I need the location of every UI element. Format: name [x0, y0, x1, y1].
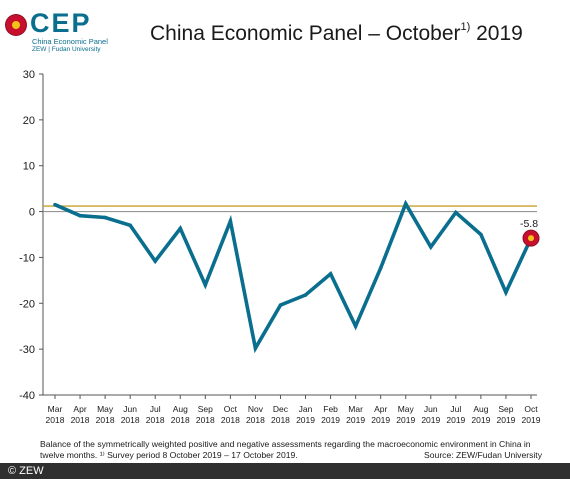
cep-logo-subtitle: China Economic Panel — [32, 37, 108, 46]
data-point — [504, 290, 508, 295]
chart-title: China Economic Panel – October1) 2019 — [150, 21, 523, 46]
data-point — [153, 259, 158, 263]
x-axis-labels: Mar2018Apr2018May2018Jun2018Jul2018Aug20… — [46, 404, 541, 425]
x-tick-label-year: 2019 — [471, 415, 490, 425]
chart-title-footnote-mark: 1) — [460, 21, 471, 33]
cep-logo-text: CEP — [30, 8, 92, 38]
x-tick-label-month: Jan — [299, 404, 313, 414]
x-tick-label-month: Jul — [450, 404, 461, 414]
x-tick-label-month: Jun — [123, 404, 137, 414]
x-tick-label-month: Sep — [498, 404, 513, 414]
x-tick-label-year: 2019 — [296, 415, 315, 425]
x-tick-label-month: Jun — [424, 404, 438, 414]
x-tick-label-year: 2019 — [371, 415, 390, 425]
x-tick-label-month: Mar — [348, 404, 363, 414]
x-tick-label-year: 2018 — [246, 415, 265, 425]
data-point — [378, 266, 383, 270]
y-axis-labels: 30 20 10 0 -10 -20 -30 -40 — [19, 69, 35, 402]
x-tick-label-year: 2019 — [446, 415, 465, 425]
x-tick-label-month: Nov — [248, 404, 264, 414]
data-point — [328, 272, 333, 276]
x-tick-label-month: Oct — [524, 404, 538, 414]
x-tick-label-month: Mar — [48, 404, 63, 414]
data-point — [479, 232, 483, 237]
chart-title-main: China Economic Panel – October — [150, 22, 461, 45]
y-tick-label: -30 — [19, 344, 35, 356]
x-tick-label-month: Apr — [73, 404, 86, 414]
cep-logo-affiliation: ZEW | Fudan University — [32, 46, 101, 53]
axes — [39, 73, 537, 399]
y-tick-label: 10 — [23, 161, 35, 173]
chart-source: Source: ZEW/Fudan University — [424, 450, 542, 460]
copyright-bar: © ZEW — [0, 463, 570, 479]
x-tick-label-year: 2018 — [221, 415, 240, 425]
x-tick-label-year: 2018 — [196, 415, 215, 425]
chart-title-year: 2019 — [470, 22, 523, 45]
data-point — [278, 303, 283, 307]
x-tick-label-year: 2019 — [522, 415, 541, 425]
data-point — [403, 201, 408, 206]
x-tick-label-year: 2019 — [346, 415, 365, 425]
x-tick-label-year: 2018 — [96, 415, 115, 425]
cep-logo-mark-icon — [6, 15, 26, 35]
x-tick-label-month: Sep — [198, 404, 213, 414]
y-tick-label: -20 — [19, 298, 35, 310]
x-tick-label-month: Jul — [150, 404, 161, 414]
data-point — [428, 245, 433, 249]
x-tick-label-year: 2019 — [396, 415, 415, 425]
data-point — [228, 219, 233, 224]
x-tick-label-year: 2018 — [171, 415, 190, 425]
data-point — [178, 226, 183, 231]
x-tick-label-month: Dec — [273, 404, 289, 414]
data-point — [203, 283, 208, 287]
chart-footnote: Balance of the symmetrically weighted po… — [40, 439, 531, 460]
last-point-marker-center — [528, 235, 534, 242]
x-tick-label-year: 2019 — [496, 415, 515, 425]
chart-lines — [54, 199, 533, 354]
data-marks: -5.8 — [53, 201, 540, 351]
data-point — [128, 223, 132, 228]
x-tick-label-month: Feb — [323, 404, 338, 414]
y-tick-label: -40 — [19, 390, 35, 402]
x-tick-label-year: 2019 — [321, 415, 340, 425]
x-tick-label-month: May — [97, 404, 114, 414]
x-tick-label-year: 2018 — [46, 415, 65, 425]
cep-logo: CEP China Economic Panel ZEW | Fudan Uni… — [6, 8, 124, 53]
data-point — [103, 215, 107, 220]
y-tick-label: 30 — [23, 69, 35, 81]
data-point — [53, 202, 57, 207]
y-tick-label: 0 — [29, 207, 35, 219]
x-tick-label-year: 2018 — [271, 415, 290, 425]
x-tick-label-year: 2019 — [421, 415, 440, 425]
y-tick-label: 20 — [23, 115, 35, 127]
data-point — [454, 210, 458, 215]
x-tick-label-year: 2018 — [121, 415, 140, 425]
x-tick-label-month: Apr — [374, 404, 387, 414]
series-line — [54, 199, 533, 354]
data-point — [353, 324, 358, 329]
data-point — [253, 346, 258, 351]
x-tick-label-month: Aug — [473, 404, 488, 414]
x-tick-label-year: 2018 — [71, 415, 90, 425]
y-tick-label: -10 — [19, 252, 35, 264]
x-tick-label-month: Oct — [224, 404, 238, 414]
x-tick-label-month: Aug — [173, 404, 188, 414]
data-point — [303, 293, 308, 297]
x-tick-label-year: 2018 — [146, 415, 165, 425]
data-point — [78, 213, 82, 218]
last-value-label: -5.8 — [520, 218, 538, 230]
x-tick-label-month: May — [398, 404, 415, 414]
